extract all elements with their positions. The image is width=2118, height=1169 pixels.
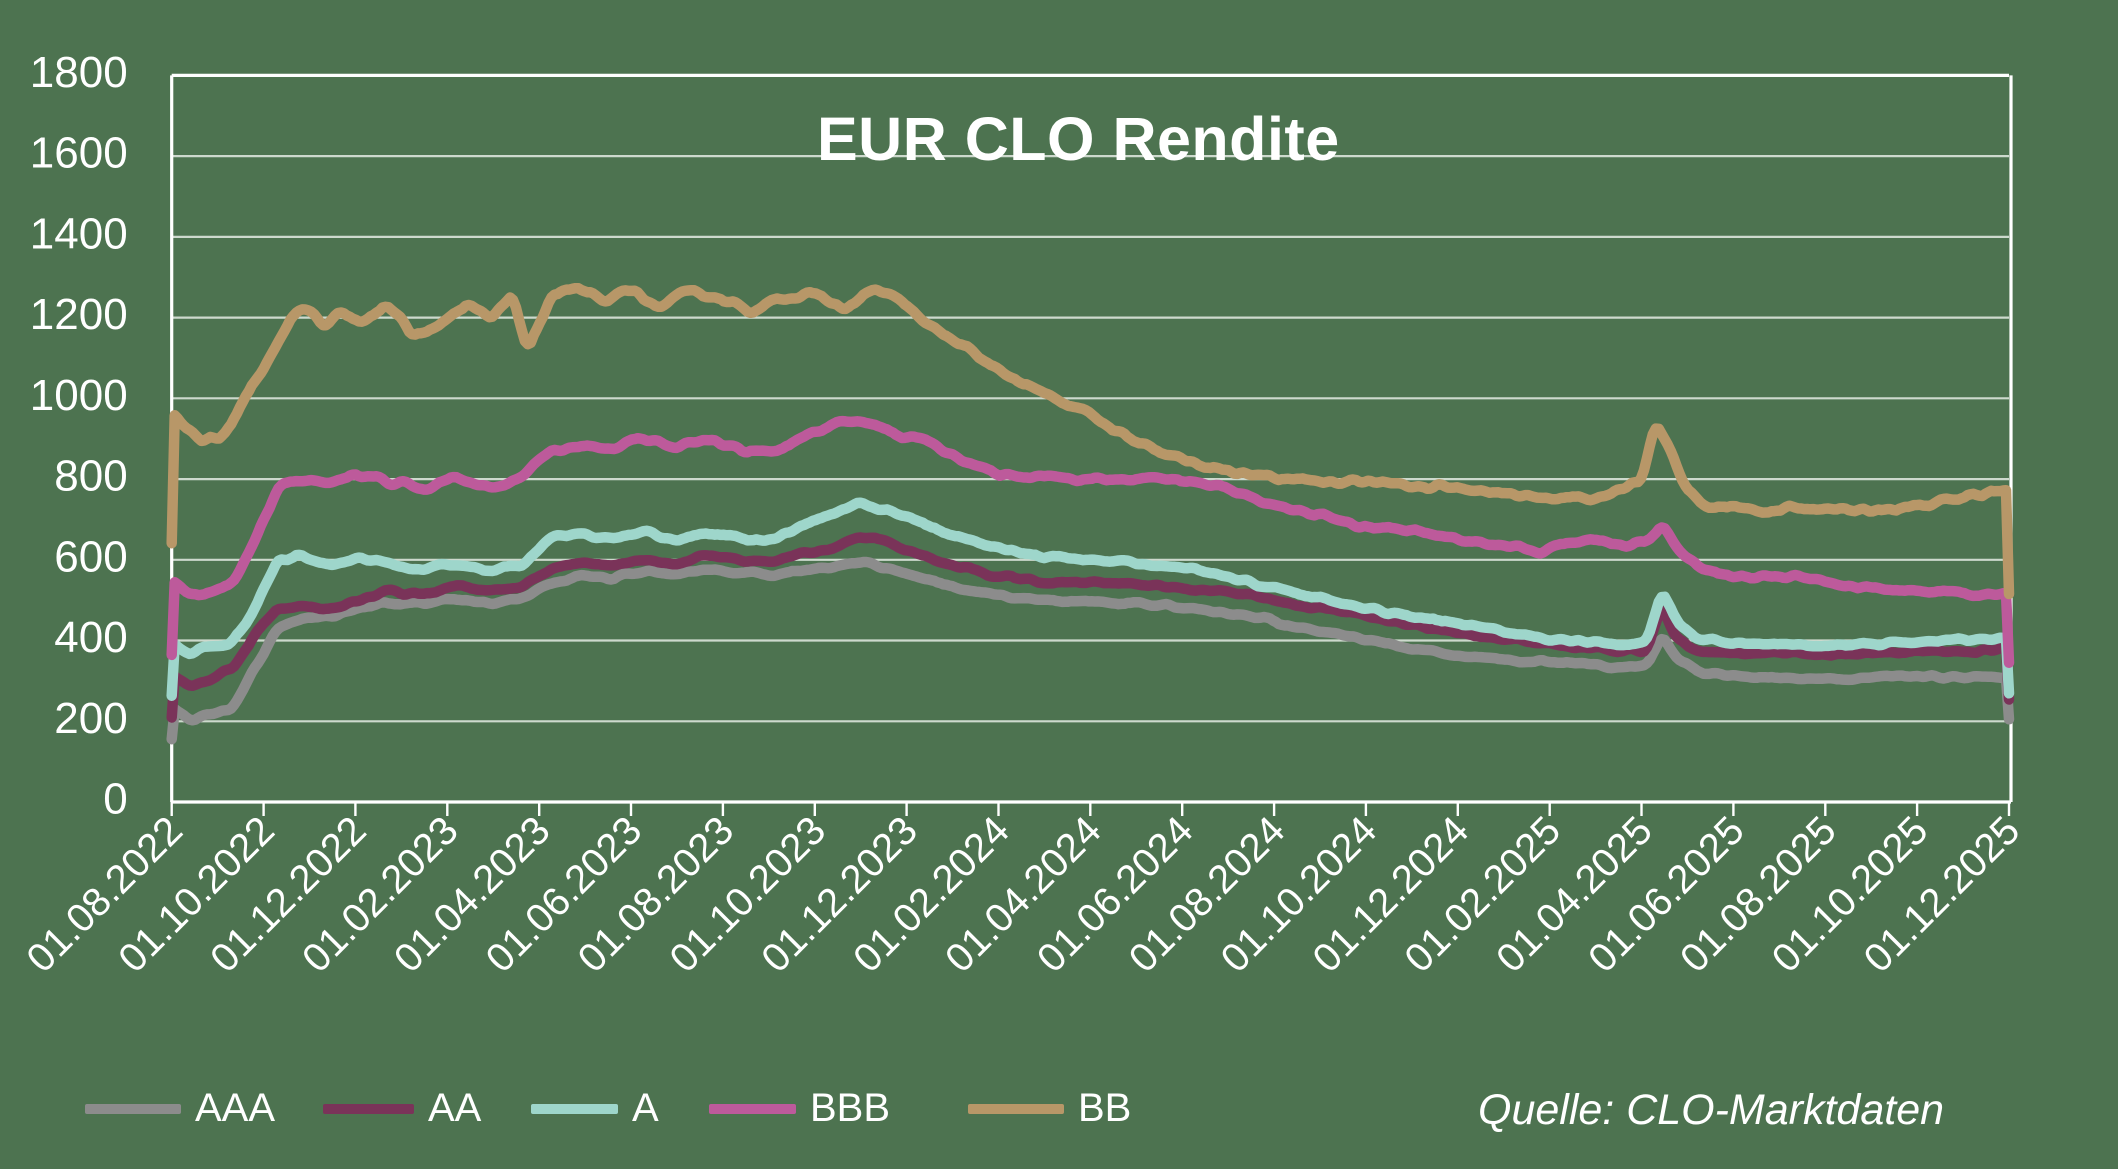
- svg-text:1800: 1800: [30, 48, 128, 97]
- svg-text:800: 800: [54, 452, 127, 501]
- svg-text:1400: 1400: [30, 210, 128, 259]
- svg-text:0: 0: [103, 775, 127, 824]
- svg-text:200: 200: [54, 694, 127, 743]
- svg-text:1200: 1200: [30, 290, 128, 339]
- svg-text:1600: 1600: [30, 129, 128, 178]
- svg-text:600: 600: [54, 532, 127, 581]
- svg-text:1000: 1000: [30, 371, 128, 420]
- svg-text:400: 400: [54, 613, 127, 662]
